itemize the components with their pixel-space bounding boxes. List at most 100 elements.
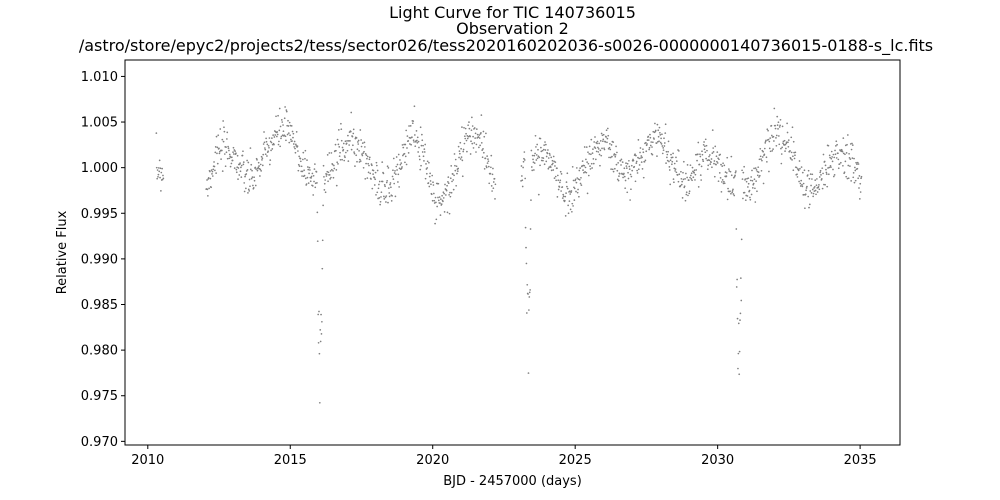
flux-point [314, 186, 317, 189]
flux-point [384, 185, 386, 188]
flux-point [680, 170, 682, 173]
flux-point [361, 154, 364, 157]
flux-point [421, 133, 423, 136]
flux-point [778, 126, 781, 128]
y-tick-label: 0.980 [81, 344, 118, 359]
flux-point [476, 133, 479, 136]
flux-point [749, 179, 752, 182]
x-tick-label: 2020 [416, 453, 449, 468]
flux-point [318, 310, 320, 313]
flux-point [223, 130, 226, 133]
flux-point [727, 190, 730, 193]
flux-point [572, 205, 574, 207]
flux-point [781, 146, 784, 149]
flux-point [339, 158, 342, 161]
flux-point [854, 166, 856, 169]
flux-point [556, 196, 559, 198]
flux-point [543, 144, 546, 147]
flux-point [547, 167, 550, 170]
flux-point [243, 190, 246, 193]
flux-point [485, 165, 488, 167]
flux-point [472, 135, 474, 138]
flux-point [680, 177, 683, 180]
flux-point [606, 141, 608, 144]
flux-point [538, 156, 541, 159]
flux-point [301, 170, 304, 173]
flux-point [577, 188, 579, 191]
flux-point [286, 133, 289, 136]
flux-point [545, 160, 548, 163]
flux-point [345, 142, 348, 145]
flux-point [213, 165, 216, 168]
flux-point [650, 141, 653, 143]
flux-point [681, 197, 684, 199]
flux-point [401, 166, 403, 168]
flux-point [630, 175, 633, 178]
flux-point [532, 161, 535, 164]
flux-point [664, 132, 667, 135]
flux-point [554, 161, 557, 163]
flux-point [835, 140, 838, 143]
flux-point [834, 153, 837, 156]
flux-point [730, 192, 732, 195]
y-axis-label: Relative Flux [55, 210, 70, 294]
x-tick-label: 2010 [131, 453, 164, 468]
flux-point [323, 188, 326, 191]
flux-point [625, 167, 628, 169]
flux-point [488, 182, 491, 185]
flux-point [732, 193, 735, 195]
flux-point [284, 135, 287, 138]
flux-point [300, 165, 303, 168]
flux-point [721, 179, 724, 181]
flux-point [760, 158, 762, 160]
flux-point [318, 401, 321, 404]
flux-point [595, 150, 598, 153]
flux-point [756, 190, 758, 193]
flux-point [686, 164, 689, 166]
flux-point [453, 153, 456, 155]
flux-point [413, 141, 415, 143]
flux-point [803, 193, 805, 196]
flux-point [562, 193, 565, 196]
flux-point [530, 199, 532, 202]
flux-point [723, 164, 726, 167]
flux-point [610, 168, 612, 170]
flux-point [211, 175, 214, 177]
flux-point [478, 137, 481, 139]
flux-point [821, 167, 824, 170]
flux-point [530, 149, 533, 152]
flux-point [268, 146, 270, 149]
flux-point [226, 138, 228, 140]
flux-point [708, 155, 710, 158]
flux-point [724, 171, 727, 174]
flux-point [267, 150, 270, 153]
flux-point [586, 192, 589, 195]
flux-point [592, 162, 595, 165]
flux-point [345, 151, 347, 154]
flux-point [844, 153, 846, 156]
flux-point [442, 191, 445, 194]
flux-point [211, 170, 214, 173]
flux-point [833, 174, 836, 176]
flux-point [748, 189, 751, 192]
flux-point [347, 134, 349, 137]
flux-point [573, 199, 576, 201]
flux-point [271, 137, 273, 139]
flux-point [306, 159, 308, 161]
flux-point [288, 121, 291, 124]
y-tick-label: 1.005 [81, 116, 118, 131]
flux-point [640, 155, 643, 157]
flux-point [292, 136, 294, 139]
flux-point [470, 129, 473, 132]
flux-point [705, 157, 707, 160]
flux-point [802, 182, 805, 185]
flux-point [822, 172, 824, 175]
flux-point [429, 172, 431, 175]
flux-point [463, 142, 466, 145]
flux-point [559, 181, 561, 184]
flux-point [853, 181, 856, 184]
flux-point [264, 148, 267, 151]
flux-point [688, 192, 691, 195]
flux-point [656, 123, 659, 126]
flux-point [772, 135, 775, 138]
